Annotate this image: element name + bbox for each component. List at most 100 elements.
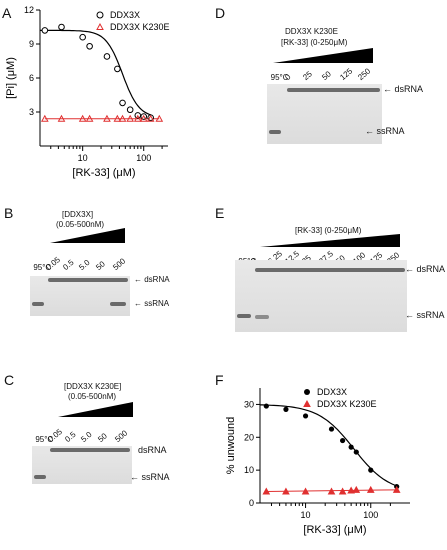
- legend-marker: [96, 11, 104, 19]
- gradient-wedge: [50, 228, 125, 243]
- data-point: [41, 27, 49, 34]
- gel-e-range: [RK-33] (0-250μM): [295, 226, 362, 235]
- gel-c-image: [32, 446, 132, 484]
- data-point: [327, 487, 336, 495]
- gel-b-ds-band: [48, 278, 128, 282]
- lane-label: 50: [96, 431, 109, 444]
- data-point: [352, 485, 361, 493]
- chart-a: 3 6 9 12 10 100[RK-33] (μM) [Pi] (μM) DDX3X DDX3…: [5, 5, 170, 179]
- gel-c: [DDX3X K230E] (0.05-500nM) 95°C 0.05 0.5 5.…: [0, 370, 215, 510]
- gel-b-range: (0.05-500nM): [56, 220, 105, 229]
- y-tick-label: 3: [29, 107, 34, 117]
- gel-c-ss-label: ← ssRNA: [130, 472, 170, 482]
- gel-e-ss-band: [237, 314, 251, 318]
- gel-b-ss-label: ← ssRNA: [134, 299, 170, 308]
- data-point: [126, 114, 135, 122]
- gel-e: [RK-33] (0-250μM) 95°C06.2512.52537.5501…: [215, 200, 447, 370]
- data-point: [368, 467, 374, 473]
- data-point: [103, 114, 111, 122]
- x-tick-label: 100: [363, 510, 378, 520]
- data-point: [338, 487, 347, 495]
- data-point: [340, 437, 346, 444]
- gel-b-ss-band: [32, 302, 44, 306]
- legend-label: DDX3X: [317, 387, 347, 397]
- fit-curve: [40, 29, 151, 116]
- panel-label-b: B: [4, 205, 14, 221]
- legend-marker: [304, 389, 310, 395]
- data-point: [301, 487, 310, 495]
- data-point: [262, 487, 271, 495]
- gel-c-range: (0.05-500nM): [68, 392, 117, 401]
- data-point: [155, 114, 164, 122]
- gel-b-image: [30, 276, 130, 316]
- x-tick-label: 10: [78, 153, 88, 163]
- gel-d: DDX3X K230E [RK-33] (0-250μM) 95°C 0 25 50 1…: [215, 0, 447, 190]
- data-point: [85, 114, 94, 122]
- data-point: [57, 114, 66, 122]
- fit-curve: [260, 404, 397, 487]
- lane-label: 95°C: [270, 73, 289, 82]
- gradient-wedge: [260, 234, 400, 247]
- y-tick-label: 12: [24, 5, 34, 15]
- y-tick-label: 6: [29, 73, 34, 83]
- gel-e-ss-band: [255, 315, 269, 319]
- y-tick-label: 10: [244, 465, 254, 475]
- data-point: [146, 114, 155, 122]
- data-point: [328, 426, 335, 432]
- data-point: [347, 486, 355, 494]
- data-point: [113, 114, 122, 122]
- data-point: [366, 485, 375, 493]
- gel-e-ds-band: [255, 268, 405, 272]
- lane-label: 95°C: [33, 263, 52, 272]
- data-point: [353, 449, 359, 455]
- lane-label: 5.0: [77, 257, 92, 272]
- lane-label: 50: [319, 69, 333, 82]
- data-point: [126, 106, 134, 114]
- panel-label-f: F: [215, 372, 224, 388]
- gel-b-title: [DDX3X]: [62, 210, 94, 219]
- lane-label: 95°C: [35, 435, 54, 444]
- y-axis-label: % unwound: [225, 417, 237, 475]
- data-point: [263, 403, 269, 409]
- data-point: [114, 65, 121, 73]
- x-tick-label: 10: [301, 510, 311, 520]
- gel-b-ds-label: ← dsRNA: [134, 275, 170, 284]
- lane-label: 500: [112, 428, 129, 444]
- gel-b-ss-band: [110, 302, 126, 306]
- panel-label-c: C: [4, 372, 15, 388]
- data-point: [79, 33, 86, 41]
- data-point: [348, 444, 354, 450]
- data-point: [283, 406, 289, 412]
- legend-marker: [96, 22, 104, 30]
- legend-label: DDX3X K230E: [317, 399, 377, 409]
- gel-d-image: [267, 84, 382, 144]
- gel-e-image: [235, 260, 407, 332]
- data-point: [139, 114, 148, 122]
- chart-f: 0 10 20 30 10 100 [RK-33] (μM) % unwound DDX3X DD…: [225, 387, 410, 536]
- gel-c-ds-band: [50, 448, 130, 452]
- y-tick-label: 20: [244, 432, 254, 442]
- y-tick-label: 0: [249, 498, 254, 508]
- lane-label: 5.0: [79, 429, 94, 444]
- panel-label-a: A: [2, 5, 12, 21]
- gradient-wedge: [58, 402, 133, 417]
- gel-c-ds-label: dsRNA: [138, 445, 167, 455]
- data-point: [118, 114, 127, 122]
- legend-label: DDX3X K230E: [110, 22, 170, 32]
- x-axis-label: [RK-33] (μM): [303, 524, 366, 536]
- gel-e-ss-label: ← ssRNA: [405, 310, 445, 320]
- data-point: [86, 42, 93, 50]
- data-point: [103, 53, 111, 60]
- panel-label-e: E: [215, 205, 225, 221]
- data-point: [119, 99, 126, 107]
- gel-d-ss-label: ← ssRNA: [365, 126, 405, 136]
- lane-label: 25: [301, 69, 315, 82]
- x-tick-label: 100: [136, 153, 151, 163]
- legend-label: DDX3X: [110, 10, 140, 20]
- x-axis-label: [RK-33] (μM): [72, 167, 135, 179]
- y-axis-label: [Pi] (μM): [5, 57, 17, 99]
- gel-b: [DDX3X] (0.05-500nM) 95°C 0.05 0.5 5.0 50 500…: [0, 200, 215, 370]
- gel-c-ss-band: [34, 475, 46, 479]
- gel-d-ds-band: [287, 88, 380, 92]
- data-point: [40, 114, 49, 122]
